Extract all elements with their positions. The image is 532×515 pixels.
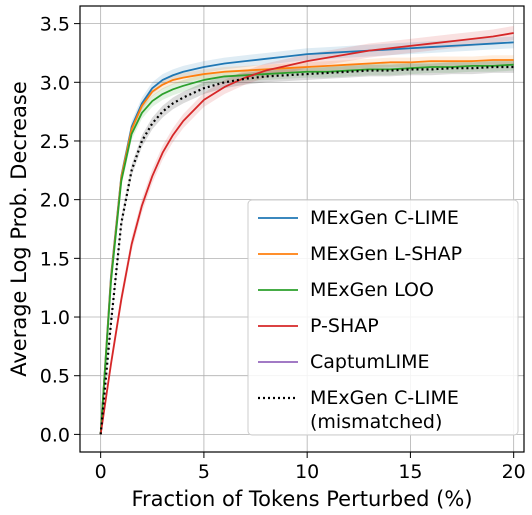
series-lines — [99, 32, 514, 435]
x-tick-label: 20 — [502, 461, 526, 483]
series-line — [99, 41, 514, 435]
x-tick-label: 0 — [95, 461, 107, 483]
legend-box — [247, 199, 519, 436]
y-tick-label: 2.0 — [40, 190, 70, 212]
legend-label: MExGen L-SHAP — [310, 243, 462, 265]
x-tick-label: 10 — [295, 461, 319, 483]
legend: MExGen C-LIME MExGen L-SHAP MExGen LOO P-SH… — [247, 199, 519, 436]
series-line — [99, 59, 514, 435]
y-tick-label: 1.0 — [40, 307, 70, 329]
y-tick-label: 0.5 — [40, 366, 70, 388]
legend-label: MExGen LOO — [310, 279, 434, 301]
legend-label: CaptumLIME — [310, 351, 430, 373]
y-tick-label: 3.0 — [40, 72, 70, 94]
y-axis-label: Average Log Prob. Decrease — [7, 81, 31, 377]
y-tick-label: 3.5 — [40, 14, 70, 36]
y-tick-label: 0.0 — [40, 424, 70, 446]
plot-frame — [79, 5, 525, 453]
x-tick-label: 15 — [398, 461, 422, 483]
legend-label: MExGen C-LIME — [310, 387, 459, 409]
axis-ticks: 0 5 10 15 20 0.0 0.5 1.0 1.5 2.0 2.5 3.0 3.5 — [40, 14, 526, 483]
series-line — [99, 32, 514, 435]
y-tick-label: 2.5 — [40, 131, 70, 153]
legend-label: MExGen C-LIME — [310, 207, 459, 229]
x-tick-label: 5 — [198, 461, 210, 483]
legend-label: (mismatched) — [310, 411, 442, 433]
legend-label: P-SHAP — [310, 315, 379, 337]
y-tick-label: 1.5 — [40, 248, 70, 270]
series-line — [99, 63, 514, 435]
x-axis-label: Fraction of Tokens Perturbed (%) — [131, 487, 472, 511]
